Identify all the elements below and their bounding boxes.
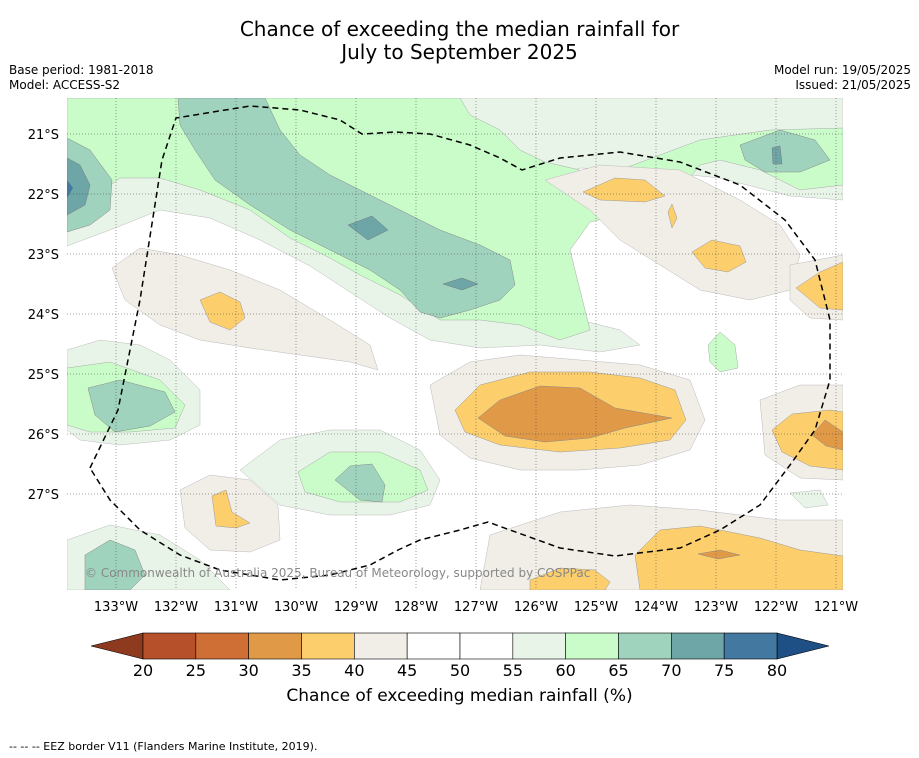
colorbar-segment	[565, 632, 619, 660]
lon-label: 122°W	[754, 600, 798, 615]
colorbar-tick-label: 20	[133, 661, 153, 680]
region-35-40-s	[634, 525, 843, 590]
title-line-2: July to September 2025	[341, 40, 578, 64]
colorbar-segment	[142, 632, 197, 660]
meta-left: Base period: 1981-2018 Model: ACCESS-S2	[9, 63, 154, 93]
region-35-40-sw	[211, 489, 251, 529]
colorbar-segment	[406, 632, 461, 660]
colorbar-under-arrow	[90, 632, 144, 660]
colorbar: 20 25 30 35 40 45 50 55 60 65 70 75 80	[90, 632, 830, 680]
issued-date: Issued: 21/05/2025	[795, 78, 911, 92]
lat-label: 23°S	[28, 248, 59, 263]
model-run: Model run: 19/05/2025	[773, 63, 911, 77]
region-35-40-ne-b	[667, 203, 678, 229]
colorbar-tick-label: 60	[555, 661, 575, 680]
colorbar-tick-label: 30	[238, 661, 258, 680]
colorbar-segment	[248, 632, 302, 660]
colorbar-tick-label: 65	[608, 661, 628, 680]
title-line-1: Chance of exceeding the median rainfall …	[239, 17, 680, 41]
lon-label: 130°W	[274, 600, 318, 615]
lon-label: 132°W	[154, 600, 198, 615]
base-period: Base period: 1981-2018	[9, 63, 154, 77]
colorbar-tick-label: 45	[397, 661, 417, 680]
region-35-40-ne-a	[582, 177, 666, 203]
copyright-text: © Commonwealth of Australia 2025, Bureau…	[85, 566, 590, 580]
graticule	[67, 98, 843, 590]
lat-label: 25°S	[28, 368, 59, 383]
lon-label: 128°W	[394, 600, 438, 615]
lon-label: 133°W	[94, 600, 138, 615]
region-30-35-center	[477, 385, 673, 443]
colorbar-segment	[301, 632, 355, 660]
region-60-65-e	[707, 331, 739, 373]
lon-label: 131°W	[214, 600, 258, 615]
colorbar-label: Chance of exceeding median rainfall (%)	[286, 686, 633, 706]
region-70-75-a	[347, 215, 389, 241]
model-name: Model: ACCESS-S2	[9, 78, 121, 92]
region-70-75-ne	[771, 145, 783, 165]
colorbar-tick-label: 70	[661, 661, 681, 680]
colorbar-tick-label: 40	[344, 661, 364, 680]
colorbar-segment	[618, 632, 672, 660]
lon-label: 129°W	[334, 600, 378, 615]
region-65-70-sw	[87, 379, 176, 433]
lon-label: 127°W	[454, 600, 498, 615]
region-30-35-se	[811, 419, 843, 451]
colorbar-tick-label: 55	[503, 661, 523, 680]
map-title: Chance of exceeding the median rainfall …	[0, 18, 919, 64]
colorbar-over-arrow	[776, 632, 830, 660]
lon-label: 123°W	[694, 600, 738, 615]
colorbar-tick-label: 50	[450, 661, 470, 680]
lat-label: 27°S	[28, 488, 59, 503]
lat-label: 26°S	[28, 428, 59, 443]
lon-label: 125°W	[574, 600, 618, 615]
region-35-40-east	[795, 261, 843, 311]
colorbar-segment	[459, 632, 514, 660]
region-65-70-central	[177, 98, 516, 319]
lat-label: 21°S	[28, 128, 59, 143]
colorbar-tick-label: 80	[767, 661, 787, 680]
colorbar-segment	[723, 632, 778, 660]
colorbar-segment	[671, 632, 725, 660]
lat-label: 24°S	[28, 308, 59, 323]
colorbar-tick-label: 35	[291, 661, 311, 680]
lon-label: 124°W	[634, 600, 678, 615]
colorbar-tick-label: 25	[186, 661, 206, 680]
colorbar-segment	[512, 632, 566, 660]
region-75-80-west	[67, 180, 73, 198]
lon-label: 126°W	[514, 600, 558, 615]
region-35-40-west	[199, 291, 246, 331]
region-70-75-b	[442, 277, 479, 291]
colorbar-segment	[195, 632, 249, 660]
colorbar-tick-label: 75	[714, 661, 734, 680]
region-70-75-west	[67, 157, 91, 216]
region-65-70-ne	[739, 129, 831, 173]
eez-border	[89, 105, 831, 581]
eez-legend-footnote: -- -- -- EEZ border V11 (Flanders Marine…	[9, 740, 318, 753]
lon-labels: 133°W 132°W 131°W 130°W 129°W 128°W 127°…	[94, 600, 858, 615]
region-30-35-s	[697, 549, 741, 560]
lat-label: 22°S	[28, 188, 59, 203]
colorbar-segment	[354, 632, 408, 660]
region-65-70-s	[334, 463, 386, 503]
region-55-60-se	[789, 489, 829, 509]
lat-labels: 21°S 22°S 23°S 24°S 25°S 26°S 27°S	[28, 128, 59, 503]
map-area: © Commonwealth of Australia 2025, Bureau…	[67, 98, 843, 590]
region-35-40-bottom	[529, 567, 611, 590]
region-35-40-ne-c	[691, 239, 747, 273]
region-65-70-sw-corner	[84, 539, 146, 590]
region-40-45-west	[111, 247, 379, 371]
lon-label: 121°W	[814, 600, 858, 615]
meta-right: Model run: 19/05/2025 Issued: 21/05/2025	[774, 63, 911, 93]
